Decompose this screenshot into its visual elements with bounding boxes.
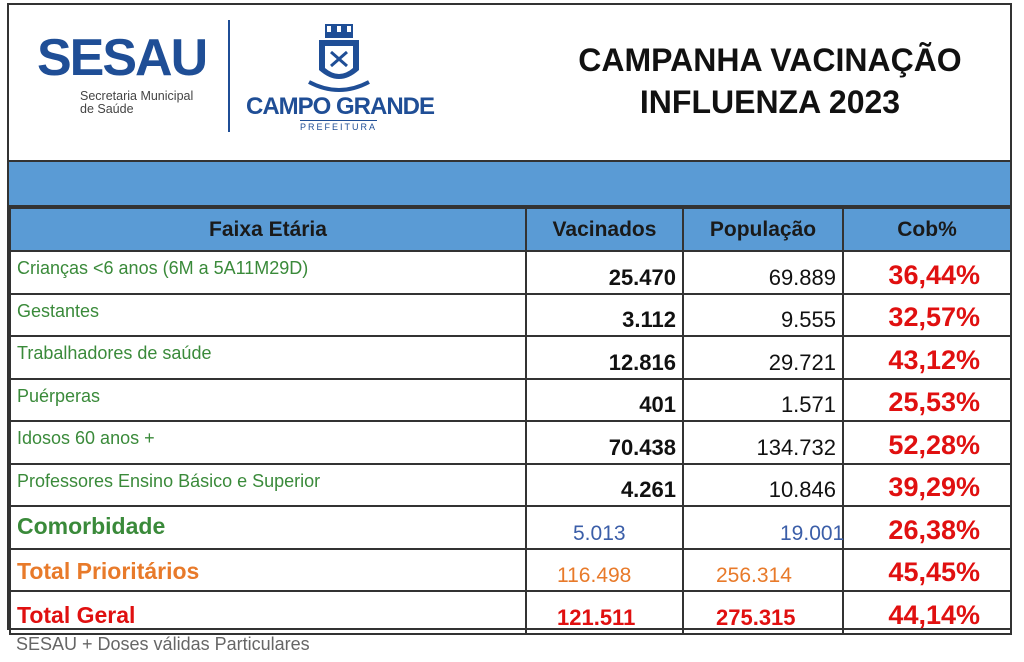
row-label: Crianças <6 anos (6M a 5A11M29D) [9, 250, 527, 295]
row-label: Gestantes [9, 292, 527, 337]
page-title-line2: INFLUENZA 2023 [639, 84, 901, 120]
logo-divider [228, 20, 230, 132]
row-cobertura: 36,44% [842, 250, 1012, 295]
column-header-faixa-etaria: Faixa Etária [9, 207, 527, 252]
row-vacinados: 121.511 [525, 590, 684, 635]
row-populacao: 29.721 [682, 335, 844, 380]
table-row-comorbidade: Comorbidade 5.013 19.001 26,38% [9, 505, 1012, 550]
row-cobertura: 26,38% [842, 505, 1012, 550]
row-cobertura: 32,57% [842, 292, 1012, 337]
row-populacao: 10.846 [682, 462, 844, 507]
sesau-logo: SESAU [37, 29, 208, 87]
row-populacao: 69.889 [682, 250, 844, 295]
sesau-logo-subtitle: Secretaria Municipal de Saúde [80, 90, 193, 116]
column-header-vacinados: Vacinados [525, 207, 684, 252]
row-label: Comorbidade [9, 505, 527, 550]
table-row-total-prioritarios: Total Prioritários 116.498 256.314 45,45… [9, 547, 1012, 592]
column-header-cobertura: Cob% [842, 207, 1012, 252]
row-populacao: 134.732 [682, 420, 844, 465]
row-vacinados: 401 [525, 377, 684, 422]
row-vacinados: 25.470 [525, 250, 684, 295]
row-vacinados: 12.816 [525, 335, 684, 380]
row-label: Professores Ensino Básico e Superior [9, 462, 527, 507]
row-vacinados: 116.498 [525, 547, 684, 592]
row-vacinados: 70.438 [525, 420, 684, 465]
header [9, 5, 1010, 160]
vaccination-table: Faixa Etária Vacinados População Cob% Cr… [9, 207, 1012, 635]
table-row-total-geral: Total Geral 121.511 275.315 44,14% [9, 590, 1012, 635]
row-cobertura: 39,29% [842, 462, 1012, 507]
footer-note: SESAU + Doses válidas Particulares [16, 634, 310, 654]
sesau-subtitle-line2: de Saúde [80, 102, 134, 116]
sesau-subtitle-line1: Secretaria Municipal [80, 89, 194, 103]
row-cobertura: 43,12% [842, 335, 1012, 380]
city-crest-icon [308, 24, 370, 92]
table-row: Crianças <6 anos (6M a 5A11M29D) 25.470 … [9, 250, 1012, 295]
row-populacao: 275.315 [682, 590, 844, 635]
table-row: Idosos 60 anos + 70.438 134.732 52,28% [9, 420, 1012, 465]
row-label: Total Geral [9, 590, 527, 635]
row-label: Puérperas [9, 377, 527, 422]
row-cobertura: 44,14% [842, 590, 1012, 635]
row-cobertura: 52,28% [842, 420, 1012, 465]
row-label: Total Prioritários [9, 547, 527, 592]
header-band [9, 160, 1010, 207]
row-label: Idosos 60 anos + [9, 420, 527, 465]
table-row: Trabalhadores de saúde 12.816 29.721 43,… [9, 335, 1012, 380]
row-populacao: 9.555 [682, 292, 844, 337]
row-populacao: 1.571 [682, 377, 844, 422]
campo-grande-logo: CAMPO GRANDE [246, 93, 435, 120]
table-row: Puérperas 401 1.571 25,53% [9, 377, 1012, 422]
row-cobertura: 45,45% [842, 547, 1012, 592]
row-vacinados: 4.261 [525, 462, 684, 507]
row-vacinados: 3.112 [525, 292, 684, 337]
prefeitura-label: PREFEITURA [300, 120, 378, 132]
row-cobertura: 25,53% [842, 377, 1012, 422]
row-populacao: 19.001 [682, 505, 844, 550]
column-header-populacao: População [682, 207, 844, 252]
table-row: Gestantes 3.112 9.555 32,57% [9, 292, 1012, 337]
table-header-row: Faixa Etária Vacinados População Cob% [9, 207, 1012, 252]
row-label: Trabalhadores de saúde [9, 335, 527, 380]
row-vacinados: 5.013 [525, 505, 684, 550]
page-title-line1: CAMPANHA VACINAÇÃO [578, 42, 962, 78]
row-populacao: 256.314 [682, 547, 844, 592]
table-row: Professores Ensino Básico e Superior 4.2… [9, 462, 1012, 507]
